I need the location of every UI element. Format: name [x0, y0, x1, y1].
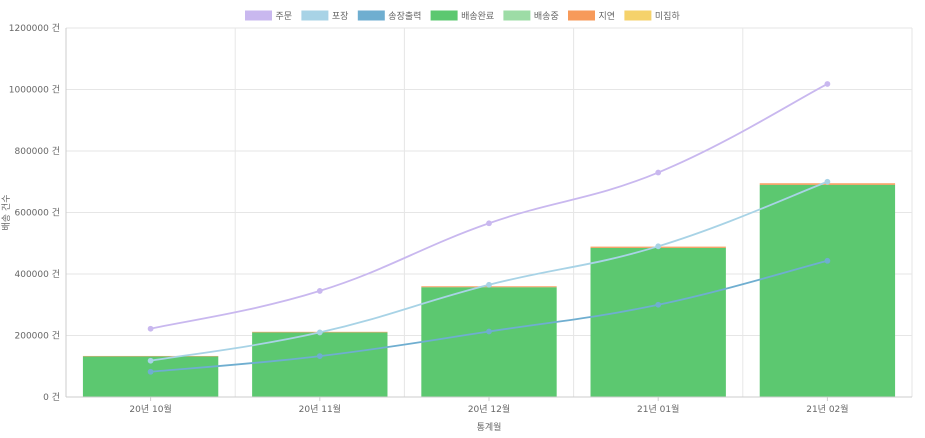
legend-label[interactable]: 송장출력: [388, 10, 421, 22]
line-layer: [147, 81, 831, 375]
point-송장출력[interactable]: [316, 353, 323, 360]
bar-배송완료[interactable]: [590, 247, 726, 397]
y-tick-label: 0 건: [43, 392, 60, 403]
point-송장출력[interactable]: [655, 301, 662, 308]
point-포장[interactable]: [655, 243, 662, 250]
legend-swatch-배송완료[interactable]: [430, 10, 458, 21]
x-tick-label: 20년 10월: [129, 403, 171, 415]
y-axis-title: 배송 건수: [1, 195, 12, 231]
point-포장[interactable]: [316, 329, 323, 336]
legend-label[interactable]: 배송중: [534, 11, 559, 22]
bar-배송완료[interactable]: [759, 184, 896, 397]
legend-label[interactable]: 미집하: [655, 10, 681, 22]
y-tick-label: 1000000 건: [9, 85, 60, 96]
grid-layer: [65, 27, 913, 398]
legend-swatch-지연[interactable]: [568, 10, 595, 21]
y-tick-label: 800000 건: [15, 146, 61, 157]
x-tick-label: 20년 11월: [299, 403, 341, 415]
bar-배송완료[interactable]: [421, 287, 557, 397]
point-포장[interactable]: [486, 281, 492, 288]
point-송장출력[interactable]: [147, 368, 154, 375]
point-주문[interactable]: [824, 81, 831, 87]
legend-swatch-송장출력[interactable]: [357, 10, 385, 21]
bar-배송완료[interactable]: [252, 332, 388, 397]
y-tick-label: 200000 건: [15, 331, 61, 342]
point-주문[interactable]: [316, 288, 323, 294]
y-tick-label: 600000 건: [15, 208, 61, 219]
legend-swatch-포장[interactable]: [301, 10, 329, 21]
point-포장[interactable]: [147, 357, 154, 364]
legend-label[interactable]: 포장: [332, 11, 349, 22]
y-tick-label: 400000 건: [15, 269, 61, 280]
legend-label[interactable]: 배송완료: [461, 11, 494, 22]
point-송장출력[interactable]: [486, 328, 492, 335]
x-tick-label: 21년 01월: [637, 403, 679, 415]
legend[interactable]: 주문 포장 송장출력 배송완료 배송중 지연 미집하: [245, 10, 681, 22]
bar-layer: [82, 183, 896, 397]
point-주문[interactable]: [147, 325, 154, 332]
x-tick-label: 20년 12월: [468, 403, 510, 415]
legend-swatch-배송중[interactable]: [503, 10, 531, 21]
legend-label[interactable]: 주문: [276, 11, 293, 22]
point-주문[interactable]: [655, 169, 662, 176]
point-송장출력[interactable]: [824, 257, 831, 264]
x-tick-label: 21년 02월: [806, 403, 848, 415]
point-주문[interactable]: [486, 220, 492, 227]
legend-swatch-주문[interactable]: [245, 10, 272, 21]
axis-layer: 0 건 200000 건 400000 건 600000 건 800000 건 10000…: [1, 23, 912, 433]
legend-swatch-미집하[interactable]: [624, 10, 652, 21]
point-포장[interactable]: [824, 178, 831, 185]
legend-label[interactable]: 지연: [599, 11, 616, 22]
x-axis-title: 통계월: [477, 421, 502, 433]
y-tick-label: 1200000 건: [9, 23, 60, 34]
